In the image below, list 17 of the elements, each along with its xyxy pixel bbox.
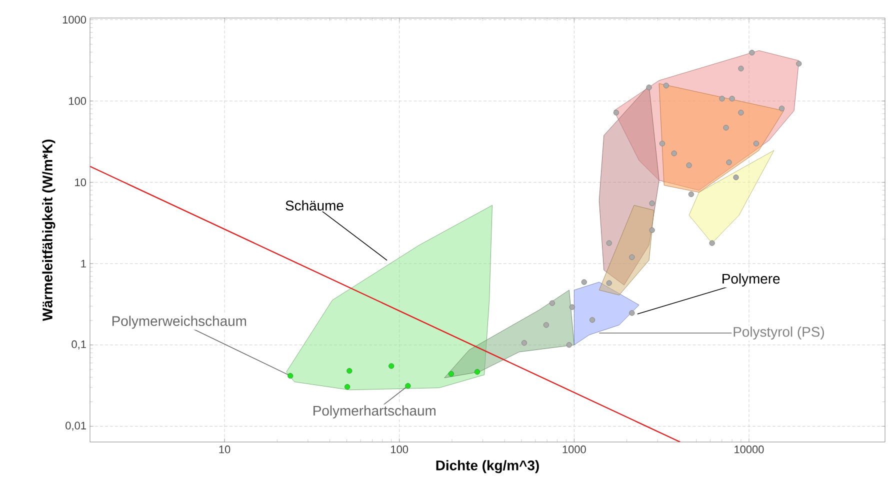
x-tick-label: 1000 [562,446,586,454]
y-tick-label: 1000 [62,16,86,24]
y-tick-label: 0,01 [66,422,86,431]
x-tick-label: 10000 [734,446,764,454]
y-tick-label: 100 [69,97,86,105]
y-tick-label: 0,1 [72,340,86,350]
annotation: Polymerweichschaum [112,316,246,329]
annotation: Polymerhartschaum [314,405,436,418]
x-axis-title: Dichte (kg/m^3) [436,460,539,474]
y-axis-title: Wärmeleitfähigkeit (W/m*K) [42,140,56,322]
y-tick-label: 10 [75,178,86,186]
annotation: Polystyrol (PS) [734,326,824,340]
y-tick-label: 1 [81,260,86,268]
annotation: Schäume [286,200,344,211]
x-tick-label: 10 [219,446,230,454]
annotation: Polymere [722,273,780,286]
x-tick-label: 100 [391,446,408,454]
